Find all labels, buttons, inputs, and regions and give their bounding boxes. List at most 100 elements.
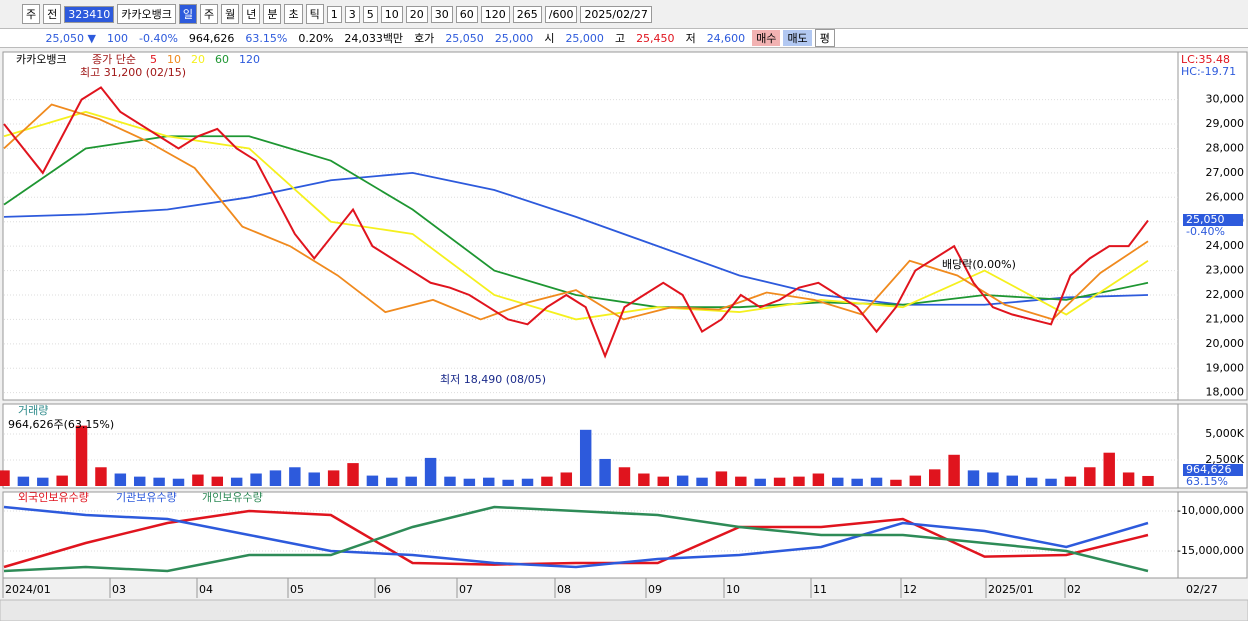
volume-bar [1045,478,1057,486]
legend-entry: 개인보유수량 [202,491,263,504]
legend-entry: 외국인보유수량 [18,491,89,504]
volume-bar [347,463,359,486]
x-tick-label: 06 [377,583,391,596]
last-volume: 964,626 [1186,463,1232,476]
volume-bar [676,475,689,486]
volume-bar [463,478,476,486]
info-item[interactable]: 매수 [752,30,781,46]
volume-bar [211,476,224,486]
toolbar-item[interactable]: 10 [380,5,403,23]
x-tick-label: 08 [557,583,571,596]
y-tick-label: 23,000 [1206,264,1245,277]
line [3,505,1149,573]
legend-entry: 10 [167,53,181,66]
x-tick-label: 09 [648,583,662,596]
x-tick-label: 02 [1067,583,1081,596]
toolbar-item[interactable]: 카카오뱅크 [117,4,176,24]
toolbar-item[interactable]: 2025/02/27 [580,5,652,23]
legend-label: 종가 단순 [92,53,136,66]
volume-bar [17,476,30,486]
volume-bar [1103,452,1115,486]
info-item: 63.15% [245,31,288,45]
toolbar-item[interactable]: 전 [43,4,62,24]
toolbar-item[interactable]: 30 [430,5,453,23]
legend-entry: 5 [150,53,157,66]
panel [2,491,1248,579]
x-tick-label: 07 [459,583,473,596]
toolbar-item[interactable]: 년 [242,4,261,24]
toolbar-item[interactable]: 초 [284,4,303,24]
toolbar-item[interactable]: 월 [221,4,240,24]
info-item[interactable]: 매도 [783,30,812,46]
lc: LC:35.48 [1181,53,1230,66]
volume-bar [424,457,437,486]
last-change: -0.40% [1186,225,1225,238]
y-tick-label: 5,000K [1205,427,1244,440]
info-item[interactable]: 평 [814,29,835,47]
volume-summary: 964,626주(63.15%) [8,418,114,431]
info-item: 24,600 [706,31,746,45]
toolbar-item[interactable]: 20 [405,5,428,23]
info-item: 25,000 [565,31,604,45]
info-bar: 25,050 ▼ 100 -0.40% 964,626 63.15% 0.20% 24,03… [0,28,1248,48]
volume-bar [541,476,553,486]
volume-bar [521,478,534,486]
toolbar-item[interactable]: 1 [326,5,342,23]
volume-bar [928,469,941,486]
volume-bar [851,478,863,486]
legend-entry: 120 [239,53,260,66]
volume-bar [812,473,825,486]
toolbar-item[interactable]: 323410 [64,5,115,23]
x-tick-label: 04 [199,583,213,596]
volume-bar [192,474,204,486]
volume-bar [366,475,379,486]
volume-bar [250,473,262,486]
volume-bar [1084,467,1096,486]
volume-bar [95,467,107,486]
volume-bar [230,477,243,486]
info-item: 시 [544,32,555,45]
volume-bar [967,470,980,486]
toolbar-item[interactable]: 틱 [305,4,324,24]
toolbar-item[interactable]: 3 [344,5,360,23]
toolbar-item[interactable]: 265 [512,5,542,23]
volume-bar [1142,475,1154,486]
volume-bar [1064,476,1077,486]
y-tick-label: 18,000 [1206,386,1245,399]
toolbar-item[interactable]: 분 [263,4,282,24]
volume-bar [735,476,747,486]
volume-bar [948,454,960,486]
price-box [1183,214,1243,226]
y-tick-label: 26,000 [1206,190,1245,203]
x-tick-label: 12 [903,583,917,596]
info-item: 100 [107,31,128,45]
last-price: 25,050 [1186,213,1225,226]
annotation: 배당락(0.00%) [942,258,1016,271]
info-item: 25,050 [445,31,484,45]
toolbar-item[interactable]: 주 [22,4,41,24]
toolbar-item[interactable]: 60 [455,5,478,23]
info-item: 호가 [414,32,435,45]
volume-bar [599,458,611,486]
info-item: 24,033백만 [344,32,404,45]
line [3,110,1149,321]
line [3,509,1149,569]
toolbar-item[interactable]: /600 [544,5,578,23]
volume-bar [444,476,456,486]
toolbar-item[interactable]: 5 [362,5,378,23]
info-item: 25,000 [494,31,534,45]
toolbar-item[interactable]: 120 [480,5,510,23]
volume-bar [269,470,282,486]
volume-bar [405,476,417,486]
toolbar-item[interactable]: 일 [178,4,197,24]
y-tick-label: 24,000 [1206,239,1245,252]
volume-bar [75,425,88,486]
toolbar-item[interactable]: 주 [199,4,219,24]
annotation: 최고 31,200 (02/15) [80,66,186,79]
volume-bar [153,477,165,486]
line [3,103,1149,321]
volume-bar [890,479,902,486]
info-item: 0.20% [298,31,334,45]
scrollbar [0,599,1248,621]
